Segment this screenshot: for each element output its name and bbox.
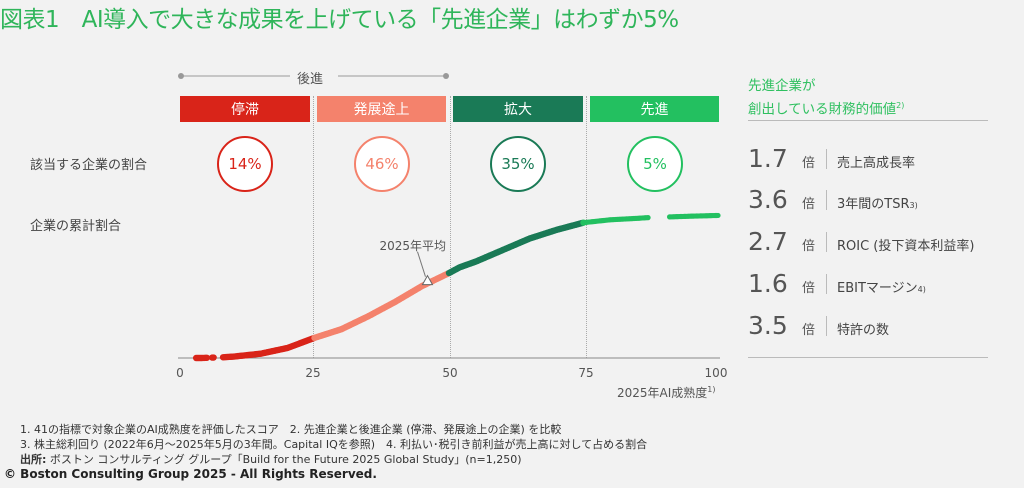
metric-label: 売上高成長率 (837, 156, 916, 171)
data-point (715, 212, 721, 219)
x-tick-50: 50 (442, 366, 458, 380)
source-note: 出所: ボストン コンサルティング グループ「Build for the Fut… (20, 451, 521, 467)
metric-row: 3.6 倍 3年間のTSR 3) (748, 185, 918, 214)
metric-value: 1.6 (748, 269, 788, 298)
x-tick-25: 25 (305, 366, 321, 380)
source-text: ボストン コンサルティング グループ「Build for the Future … (46, 453, 522, 466)
share-circle-scaling: 35% (490, 136, 546, 192)
x-tick-0: 0 (176, 366, 184, 380)
metrics-heading: 先進企業が 創出している財務的価値2) (748, 76, 904, 120)
divider-75 (586, 96, 587, 358)
laggards-label: 後進 (297, 72, 324, 87)
stage-leading: 先進 (590, 96, 719, 122)
metric-unit: 倍 (802, 197, 816, 212)
metric-separator (826, 315, 827, 336)
metric-row: 2.7 倍 ROIC (投下資本利益率) (748, 227, 974, 256)
average-label: 2025年平均 (379, 238, 447, 253)
metric-value: 3.6 (748, 185, 788, 214)
metric-row: 1.6 倍 EBITマージン 4) (748, 269, 926, 298)
metric-note: 3) (909, 201, 918, 210)
share-row-label: 該当する企業の割合 (30, 158, 148, 173)
metrics-heading-note: 2) (896, 101, 905, 110)
metric-unit: 倍 (802, 323, 816, 338)
data-point (210, 354, 217, 361)
source-label: 出所: (20, 453, 47, 466)
metric-label: EBITマージン (837, 281, 918, 296)
metrics-heading-line2: 創出している財務的価値 (748, 101, 897, 118)
metric-unit: 倍 (802, 281, 816, 296)
metric-label: 特許の数 (837, 323, 890, 338)
metrics-divider-bottom (748, 357, 988, 358)
metric-separator (826, 189, 827, 210)
metric-note: 4) (917, 285, 926, 294)
cumulative-row-label: 企業の累計割合 (30, 219, 122, 234)
metric-separator (826, 273, 827, 294)
metric-label: 3年間のTSR (837, 197, 910, 212)
share-circle-stagnant: 14% (217, 136, 273, 192)
laggards-bracket (178, 73, 449, 79)
metric-separator (826, 231, 827, 252)
divider-50 (450, 96, 451, 358)
stage-scaling: 拡大 (453, 96, 583, 122)
x-axis-title: 2025年AI成熟度 (617, 386, 708, 400)
x-tick-75: 75 (578, 366, 594, 380)
share-circle-leading: 5% (627, 136, 683, 192)
divider-25 (313, 96, 314, 358)
footnote-2: 3. 株主総利回り (2022年6月～2025年5月の3年間。Capital I… (20, 438, 648, 451)
stage-stagnant: 停滞 (180, 96, 310, 122)
footnote-1: 1. 41の指標で対象企業のAI成熟度を評価したスコア 2. 先進企業と後進企業… (20, 423, 562, 436)
stage-developing: 発展途上 (317, 96, 446, 122)
metric-unit: 倍 (802, 239, 816, 254)
metric-row: 3.5 倍 特許の数 (748, 311, 889, 340)
metric-value: 1.7 (748, 144, 788, 173)
metric-value: 3.5 (748, 311, 788, 340)
page-title: 図表1 AI導入で大きな成果を上げている「先進企業」はわずか5% (0, 7, 679, 33)
data-point (645, 215, 651, 221)
x-axis-note: 1) (707, 385, 716, 394)
x-tick-100: 100 (704, 366, 728, 380)
metrics-divider-top (748, 120, 988, 121)
metric-separator (826, 148, 827, 169)
metric-value: 2.7 (748, 227, 788, 256)
share-circle-developing: 46% (354, 136, 410, 192)
metric-unit: 倍 (802, 156, 816, 171)
metric-row: 1.7 倍 売上高成長率 (748, 144, 915, 173)
copyright: © Boston Consulting Group 2025 - All Rig… (4, 467, 377, 481)
data-point (203, 354, 211, 361)
average-marker (421, 274, 434, 286)
metrics-heading-line1: 先進企業が (748, 78, 816, 94)
x-axis-label: 2025年AI成熟度1) (617, 384, 716, 401)
metric-label: ROIC (投下資本利益率) (837, 239, 975, 254)
